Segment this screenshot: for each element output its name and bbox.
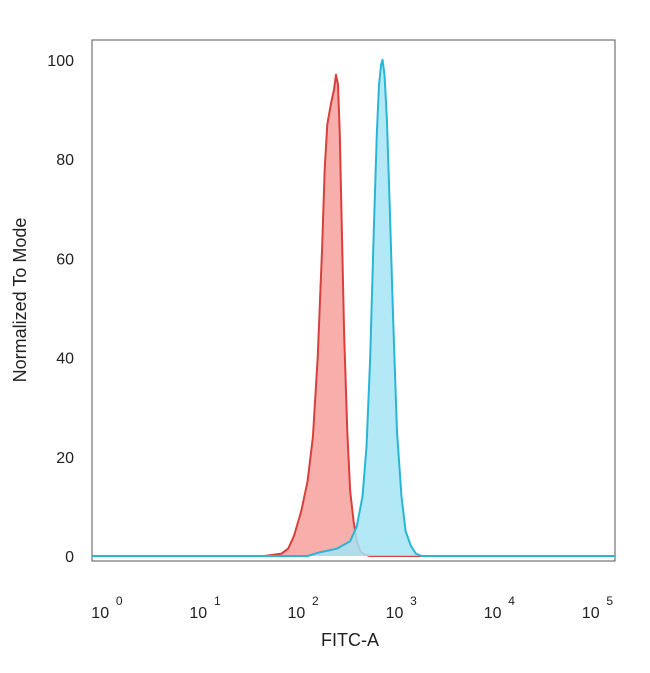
y-tick-label: 60 [56,251,74,268]
series-1-line [92,73,615,557]
y-tick-label: 80 [56,152,74,169]
x-tick-exponent: 3 [410,594,417,608]
y-tick-label: 40 [56,351,74,368]
series-2-line [92,58,615,557]
x-tick-label: 10 [386,605,404,622]
x-tick-exponent: 1 [214,594,221,608]
y-axis-label: Normalized To Mode [10,218,30,383]
x-tick-exponent: 5 [606,594,613,608]
series-2-area [92,59,615,557]
x-tick-label: 10 [288,605,306,622]
plot-frame [91,39,616,562]
y-tick-label: 20 [56,450,74,467]
y-tick-label: 0 [65,549,74,566]
series-1-area [92,74,615,556]
series-layer [92,58,615,557]
x-tick-labels: 10 0 10 1 10 2 10 3 10 4 10 5 [91,594,613,622]
x-tick-exponent: 2 [312,594,319,608]
x-tick-label: 10 [484,605,502,622]
x-tick-label: 10 [91,605,109,622]
y-tick-label: 100 [47,53,74,70]
x-axis-label: FITC-A [321,630,379,650]
x-tick-exponent: 4 [508,594,515,608]
x-tick-label: 10 [189,605,207,622]
x-tick-exponent: 0 [116,594,123,608]
y-tick-labels: 0 20 40 60 80 100 [47,53,74,566]
x-tick-label: 10 [582,605,600,622]
